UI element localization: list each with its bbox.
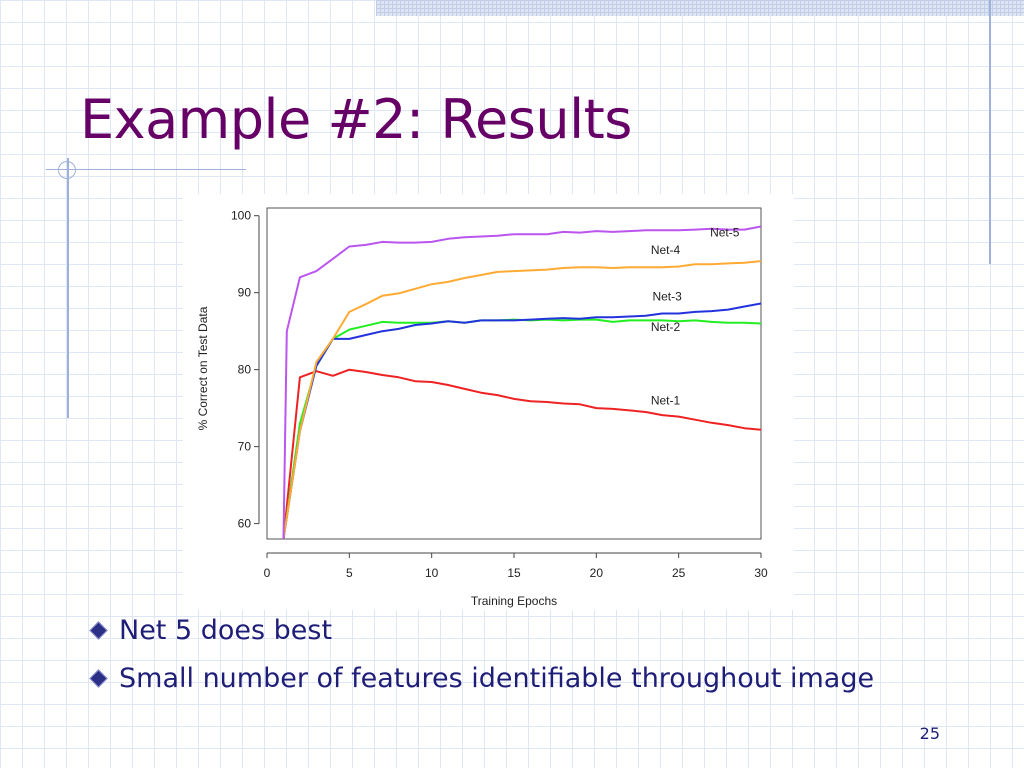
bullet-item: Small number of features identifiable th… [88, 654, 874, 702]
y-axis-label: % Correct on Test Data [196, 306, 210, 430]
decorative-vertical-line-left [67, 158, 69, 418]
bullet-text: Net 5 does best [119, 614, 333, 646]
slide-title: Example #2: Results [80, 88, 632, 151]
decorative-vertical-line-right [989, 0, 991, 264]
y-tick-label: 80 [238, 363, 252, 377]
series-line-net-4 [282, 260, 761, 539]
x-tick-label: 20 [590, 566, 604, 580]
x-tick-label: 25 [672, 566, 686, 580]
bullet-item: Net 5 does best [88, 606, 874, 654]
diamond-bullet-icon [89, 668, 108, 688]
y-tick-label: 70 [238, 440, 252, 454]
y-tick-label: 100 [231, 209, 251, 223]
series-line-net-2 [282, 318, 761, 539]
title-underline-rule [46, 169, 246, 170]
x-tick-label: 5 [346, 566, 353, 580]
crosshair-circle-decoration [58, 161, 76, 179]
series-label: Net-1 [651, 393, 681, 407]
x-tick-label: 0 [264, 566, 271, 580]
series-label: Net-4 [651, 243, 681, 257]
line-chart: 0 5 10 15 20 25 30 60 70 80 90 100 Training Epochs % … [196, 207, 768, 608]
x-tick-label: 30 [754, 566, 768, 580]
diamond-bullet-icon [89, 620, 108, 640]
y-tick-label: 90 [238, 286, 252, 300]
x-axis-label: Training Epochs [471, 594, 557, 608]
bullet-text: Small number of features identifiable th… [119, 662, 875, 694]
plot-frame [266, 207, 762, 540]
chart-panel: 0 5 10 15 20 25 30 60 70 80 90 100 Training Epochs % … [183, 194, 794, 610]
series-line-net-3 [282, 302, 761, 539]
y-tick-label: 60 [238, 517, 252, 531]
series-label: Net-3 [652, 289, 682, 303]
series-label: Net-2 [651, 320, 681, 334]
slide-page-number: 25 [919, 724, 940, 743]
bullet-list: Net 5 does best Small number of features… [88, 606, 874, 702]
series-line-net-5 [282, 225, 761, 539]
x-tick-label: 15 [507, 566, 521, 580]
x-tick-label: 10 [425, 566, 439, 580]
series-line-net-1 [282, 368, 761, 539]
header-decoration-stripe [376, 0, 1024, 16]
series-label: Net-5 [710, 225, 740, 239]
